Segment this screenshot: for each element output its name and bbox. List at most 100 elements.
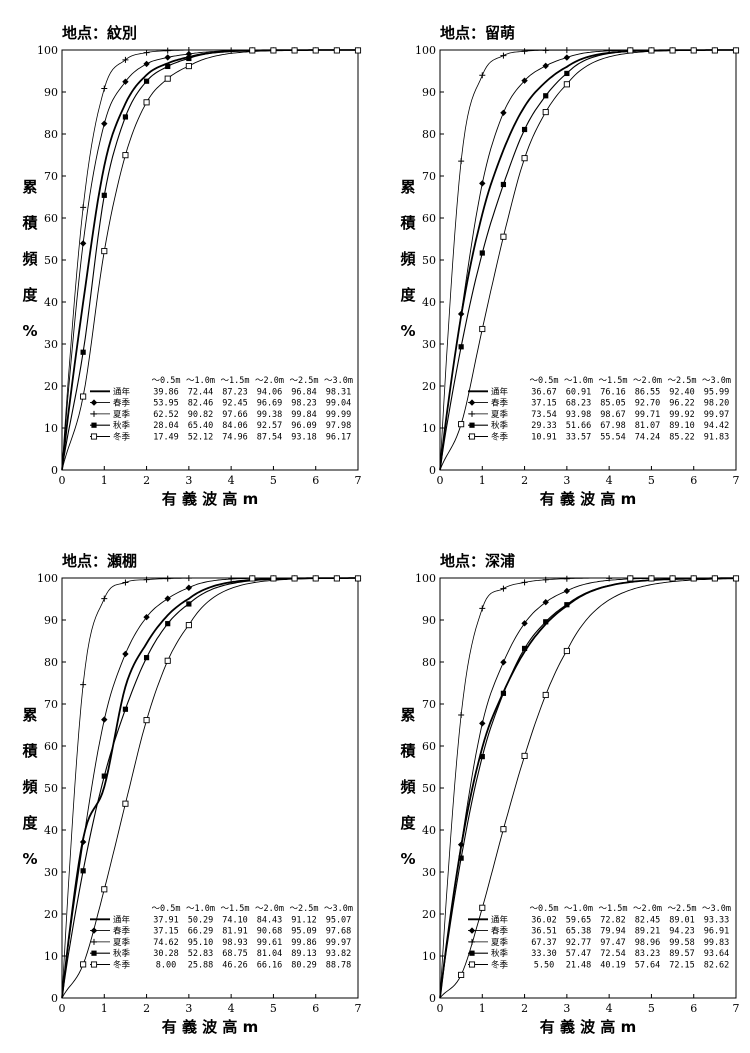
table-cell-2-4-2: 55.54 [600,433,626,443]
legend-label-4-1: 春季 [491,926,509,937]
table-cell-3-2-3: 99.61 [257,938,283,948]
series-point-1-1-2 [122,78,129,85]
y-tick-label-4-100: 100 [415,572,436,585]
table-cell-1-1-1: 82.46 [188,399,214,409]
series-point-2-4-4 [542,109,549,116]
series-point-2-3-3 [521,126,528,133]
series-tail-point-1-4-2 [270,47,277,54]
table-header-2-2: ～1.5m [599,376,628,386]
table-cell-1-2-5: 99.99 [326,410,352,420]
table-cell-1-3-5: 97.98 [326,421,352,431]
x-axis-label-2: 有 義 波 高 m [540,490,637,508]
series-tail-point-3-2-0 [228,575,235,582]
series-tail-point-4-4-1 [627,575,634,582]
x-tick-label-3-3: 3 [185,1002,192,1015]
series-tail-point-4-4-5 [711,575,718,582]
table-cell-4-4-0: 5.50 [534,961,554,971]
series-point-1-4-0 [80,393,87,400]
legend-marker-2-1 [468,399,476,406]
table-cell-3-1-5: 97.68 [326,927,352,937]
series-point-3-4-0 [80,961,87,968]
y-tick-label-2-20: 20 [422,380,436,393]
y-tick-label-4-70: 70 [422,698,436,711]
legend-label-3-4: 冬季 [113,960,131,971]
series-point-3-1-0 [79,838,87,846]
table-header-1-3: ～2.0m [255,376,284,386]
table-cell-1-3-1: 65.40 [188,421,214,431]
y-tick-label-3-40: 40 [44,824,58,837]
table-cell-2-2-2: 98.67 [600,410,626,420]
y-tick-label-2-80: 80 [422,128,436,141]
table-cell-4-1-0: 36.51 [531,927,557,937]
y-tick-label-2-90: 90 [422,86,436,99]
table-cell-2-2-3: 99.71 [635,410,661,420]
table-header-4-3: ～2.0m [633,904,662,914]
table-cell-4-3-1: 57.47 [566,949,592,959]
series-point-4-2-3 [521,579,528,586]
series-point-4-4-5 [563,647,570,655]
table-cell-3-4-3: 66.16 [257,961,283,971]
table-cell-3-4-0: 8.00 [156,961,176,971]
table-cell-1-0-1: 72.44 [188,387,214,397]
series-tail-point-1-4-6 [354,47,362,54]
series-tail-point-2-4-3 [669,47,676,54]
series-tail-point-2-2-0 [606,47,613,54]
table-cell-3-3-5: 93.82 [326,949,352,959]
x-tick-label-3-5: 5 [270,1002,277,1015]
series-tail-point-3-4-1 [249,575,256,582]
series-point-1-4-4 [164,75,171,82]
series-point-4-3-0 [458,855,464,861]
series-point-1-2-4 [164,47,171,54]
x-tick-label-1-0: 0 [59,474,66,487]
series-point-2-4-0 [458,421,465,428]
series-point-4-4-1 [479,904,486,911]
table-cell-4-3-0: 33.30 [531,949,557,959]
series-point-2-1-5 [563,54,571,61]
series-point-3-1-5 [185,584,193,591]
series-tail-point-2-4-5 [711,47,718,54]
x-tick-label-1-7: 7 [355,474,362,487]
table-header-1-4: ～2.5m [290,376,319,386]
table-cell-2-3-0: 29.33 [531,421,557,431]
series-point-2-1-2 [500,109,507,116]
series-point-1-3-3 [143,78,150,84]
x-axis-label-3: 有 義 波 高 m [162,1018,259,1036]
series-point-4-3-4 [543,619,549,625]
table-cell-4-3-2: 72.54 [600,949,626,959]
table-cell-1-4-0: 17.49 [153,433,179,443]
series-tail-point-3-4-3 [291,575,298,582]
series-line-4-2 [439,577,736,999]
series-tail-point-3-4-4 [312,575,319,582]
table-cell-2-2-5: 99.97 [704,410,730,420]
series-point-4-1-1 [479,720,486,727]
y-tick-label-3-30: 30 [44,866,58,879]
table-cell-1-3-4: 96.09 [291,421,317,431]
table-cell-4-1-5: 96.91 [704,927,730,937]
series-point-3-3-1 [101,773,107,779]
y-tick-label-2-100: 100 [415,44,436,57]
series-line-4-3 [439,577,736,999]
table-cell-3-2-2: 98.93 [222,938,248,948]
table-cell-4-0-5: 93.33 [704,915,730,925]
series-point-2-3-4 [543,93,549,99]
legend-label-4-0: 通年 [491,914,509,925]
x-tick-label-3-2: 2 [143,1002,150,1015]
series-point-2-4-1 [479,325,486,333]
table-cell-2-3-4: 89.10 [669,421,695,431]
table-cell-2-0-1: 60.91 [566,387,592,397]
legend-marker-2-4 [468,433,476,440]
table-cell-3-0-4: 91.12 [291,915,317,925]
table-cell-1-3-0: 28.04 [153,421,179,431]
series-point-4-4-2 [500,826,507,833]
series-point-1-3-1 [101,192,107,198]
table-cell-3-4-4: 80.29 [291,961,317,971]
table-cell-4-3-4: 89.57 [669,949,695,959]
legend-label-4-2: 夏季 [491,937,509,948]
series-point-4-4-3 [521,752,528,759]
series-point-1-1-0 [79,240,87,247]
table-cell-1-4-2: 74.96 [222,433,248,443]
series-point-4-2-1 [479,605,486,612]
series-tail-point-2-4-6 [732,47,740,54]
table-cell-2-1-3: 92.70 [635,399,661,409]
y-tick-label-3-80: 80 [44,656,58,669]
